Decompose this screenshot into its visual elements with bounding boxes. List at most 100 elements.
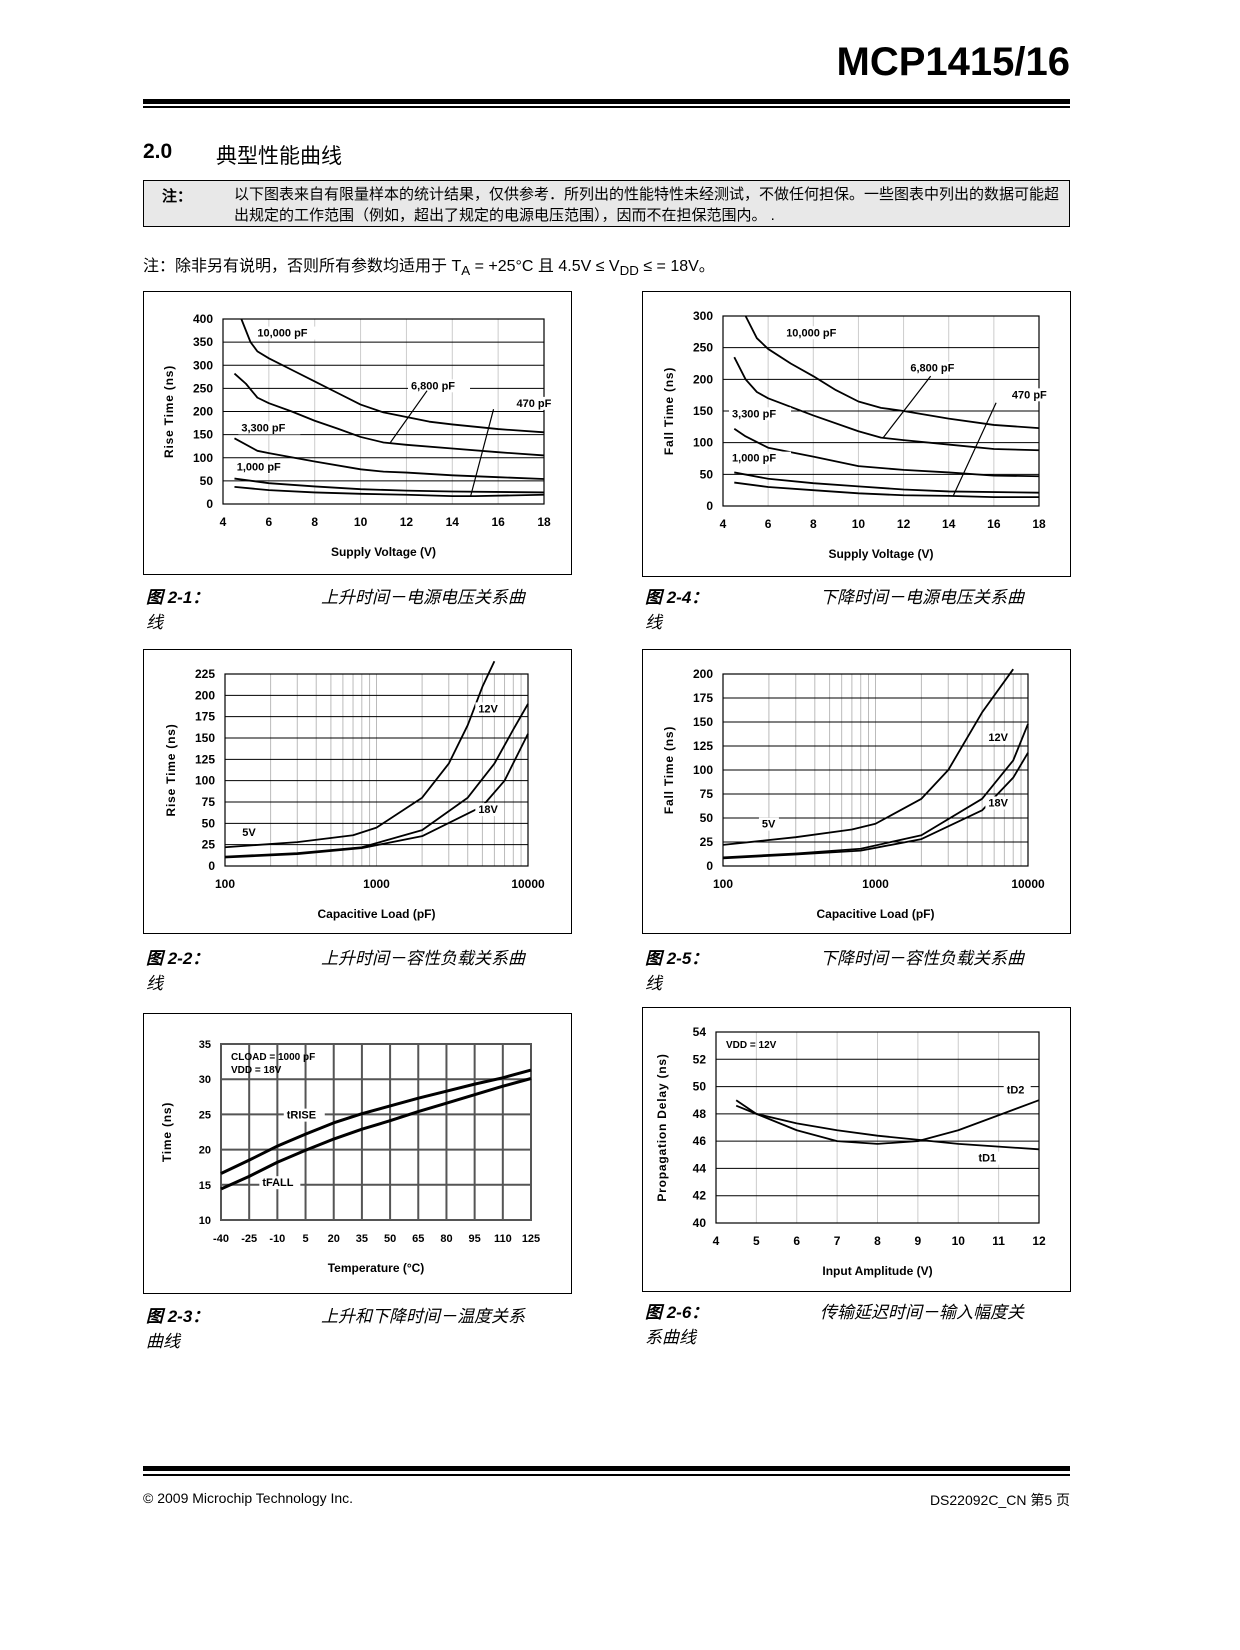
y-tick-label: 100	[693, 763, 713, 777]
series-line-1000pF	[234, 477, 545, 494]
chart-fig2-6: 40 42 44 46 48 50 52 54 4 5 6 7 8 9 10 11 12 Input Amplit…	[642, 1007, 1071, 1292]
x-tick-label: 4	[713, 1234, 720, 1248]
figure-title-cont: 线	[645, 974, 662, 993]
plot-frame	[722, 673, 1029, 867]
x-tick-label: 4	[220, 515, 227, 529]
x-axis-label: Input Amplitude (V)	[822, 1264, 932, 1278]
series-line-6800pF	[733, 356, 1040, 452]
cond-sub-a: A	[461, 263, 471, 279]
figure-title-cont: 线	[146, 613, 163, 632]
plot-frame	[222, 318, 545, 505]
figure-number: 图 2-2：	[146, 949, 210, 968]
y-axis-label: Rise Time (ns)	[164, 723, 178, 816]
x-tick-label: 11	[992, 1234, 1005, 1248]
label-bg	[475, 803, 503, 817]
x-tick-label: 18	[1032, 517, 1046, 531]
x-tick-label: 12	[400, 515, 414, 529]
y-tick-label: 25	[700, 835, 714, 849]
chart-svg: 10 15 20 25 30 35 -40 -25 -10 5 20 35 50 65 80 95 110 125…	[160, 1039, 540, 1275]
series-label: 18V	[478, 804, 498, 816]
x-tick-label: 8	[810, 517, 817, 531]
series-label: 12V	[478, 703, 498, 715]
x-tick-label: 10	[354, 515, 368, 529]
x-axis-label: Capacitive Load (pF)	[816, 907, 934, 921]
x-tick-label: 4	[720, 517, 727, 531]
figure-title: 上升时间－电源电压关系曲	[321, 588, 525, 607]
label-bg	[513, 396, 562, 410]
y-tick-label: 350	[193, 335, 213, 349]
figure-number: 图 2-1：	[146, 588, 210, 607]
section-title: 典型性能曲线	[216, 145, 342, 168]
series-line-3300pF	[234, 437, 545, 480]
figure-number: 图 2-4：	[645, 588, 709, 607]
note-box: 注： 以下图表来自有限量样本的统计结果，仅供参考．所列出的性能特性未经测试，不做…	[143, 180, 1070, 227]
x-tick-label: -40	[213, 1233, 229, 1245]
y-tick-label: 100	[693, 436, 713, 450]
y-tick-label: 20	[199, 1145, 211, 1157]
y-tick-label: 46	[693, 1134, 707, 1148]
series-line-470pF	[734, 481, 1039, 499]
label-bg	[975, 1151, 1003, 1165]
y-tick-label: 200	[693, 667, 713, 681]
chart-fig2-2: 0 25 50 75 100 125 150 175 200 225 100 1000 10000 Cap…	[143, 649, 572, 934]
y-tick-label: 52	[693, 1052, 707, 1066]
footer-rule	[143, 1466, 1070, 1471]
x-tick-label: 12	[897, 517, 911, 531]
x-tick-label: 5	[753, 1234, 760, 1248]
y-tick-label: 100	[195, 774, 215, 788]
label-bg	[408, 379, 471, 393]
plot-frame	[220, 1043, 532, 1221]
series-line-1000pF	[734, 471, 1040, 494]
series-label: 10,000 pF	[257, 328, 307, 340]
series-label: 5V	[242, 827, 256, 839]
label-bg	[283, 1108, 325, 1122]
x-tick-label: -25	[241, 1233, 257, 1245]
chart-svg: 0 50 100 150 200 250 300 350 400 4 6 8 10 12 14 16 18 Sup…	[162, 312, 562, 559]
y-tick-label: 75	[700, 787, 714, 801]
y-tick-label: 50	[700, 811, 714, 825]
y-tick-label: 200	[693, 372, 713, 386]
series-label: tD1	[978, 1153, 996, 1165]
series-label: 6,800 pF	[910, 363, 954, 375]
cond-suffix: ≤ = 18V。	[638, 258, 715, 275]
y-tick-label: 125	[693, 739, 713, 753]
y-tick-label: 40	[693, 1216, 707, 1230]
chart-annotation: VDD = 12V	[726, 1040, 777, 1051]
label-bg	[254, 326, 324, 340]
x-tick-label: 16	[987, 517, 1001, 531]
copyright: © 2009 Microchip Technology Inc.	[143, 1490, 354, 1506]
figure-title: 下降时间－电源电压关系曲	[820, 588, 1024, 607]
y-tick-label: 400	[193, 312, 213, 326]
y-tick-label: 300	[693, 309, 713, 323]
figure-caption: 图 2-2： 上升时间－容性负载关系曲线	[146, 944, 573, 994]
x-tick-label: 12	[1032, 1234, 1046, 1248]
header-rule-thin	[143, 106, 1070, 108]
x-tick-label: 9	[915, 1234, 922, 1248]
x-tick-label: 1000	[363, 877, 390, 891]
x-tick-label: 100	[215, 877, 235, 891]
chart-fig2-5: 0 25 50 75 100 125 150 175 200 100 1000 10000 Capaci…	[642, 649, 1071, 934]
x-tick-label: 8	[874, 1234, 881, 1248]
y-tick-label: 25	[202, 838, 216, 852]
footer-rule-thin	[143, 1474, 1070, 1476]
y-tick-label: 50	[693, 1080, 707, 1094]
chart-svg: 0 25 50 75 100 125 150 175 200 100 1000 10000 Capaci…	[662, 667, 1045, 921]
label-bg	[758, 817, 779, 831]
figure-title: 上升时间－容性负载关系曲	[321, 949, 525, 968]
y-tick-label: 15	[199, 1180, 211, 1192]
label-bg	[238, 421, 301, 435]
y-tick-label: 175	[195, 710, 215, 724]
y-tick-label: 44	[693, 1161, 707, 1175]
label-arrow	[470, 409, 495, 497]
series-label: 1,000 pF	[732, 453, 776, 465]
label-arrow	[389, 390, 428, 443]
label-bg	[239, 826, 260, 840]
series-line-18V	[224, 733, 529, 859]
note-label: 注：	[162, 188, 193, 205]
figure-caption: 图 2-4： 下降时间－电源电压关系曲线	[645, 583, 1072, 633]
label-bg	[907, 361, 970, 375]
x-tick-label: 80	[440, 1233, 452, 1245]
y-axis-label: Time (ns)	[160, 1102, 174, 1162]
x-tick-label: 6	[266, 515, 273, 529]
